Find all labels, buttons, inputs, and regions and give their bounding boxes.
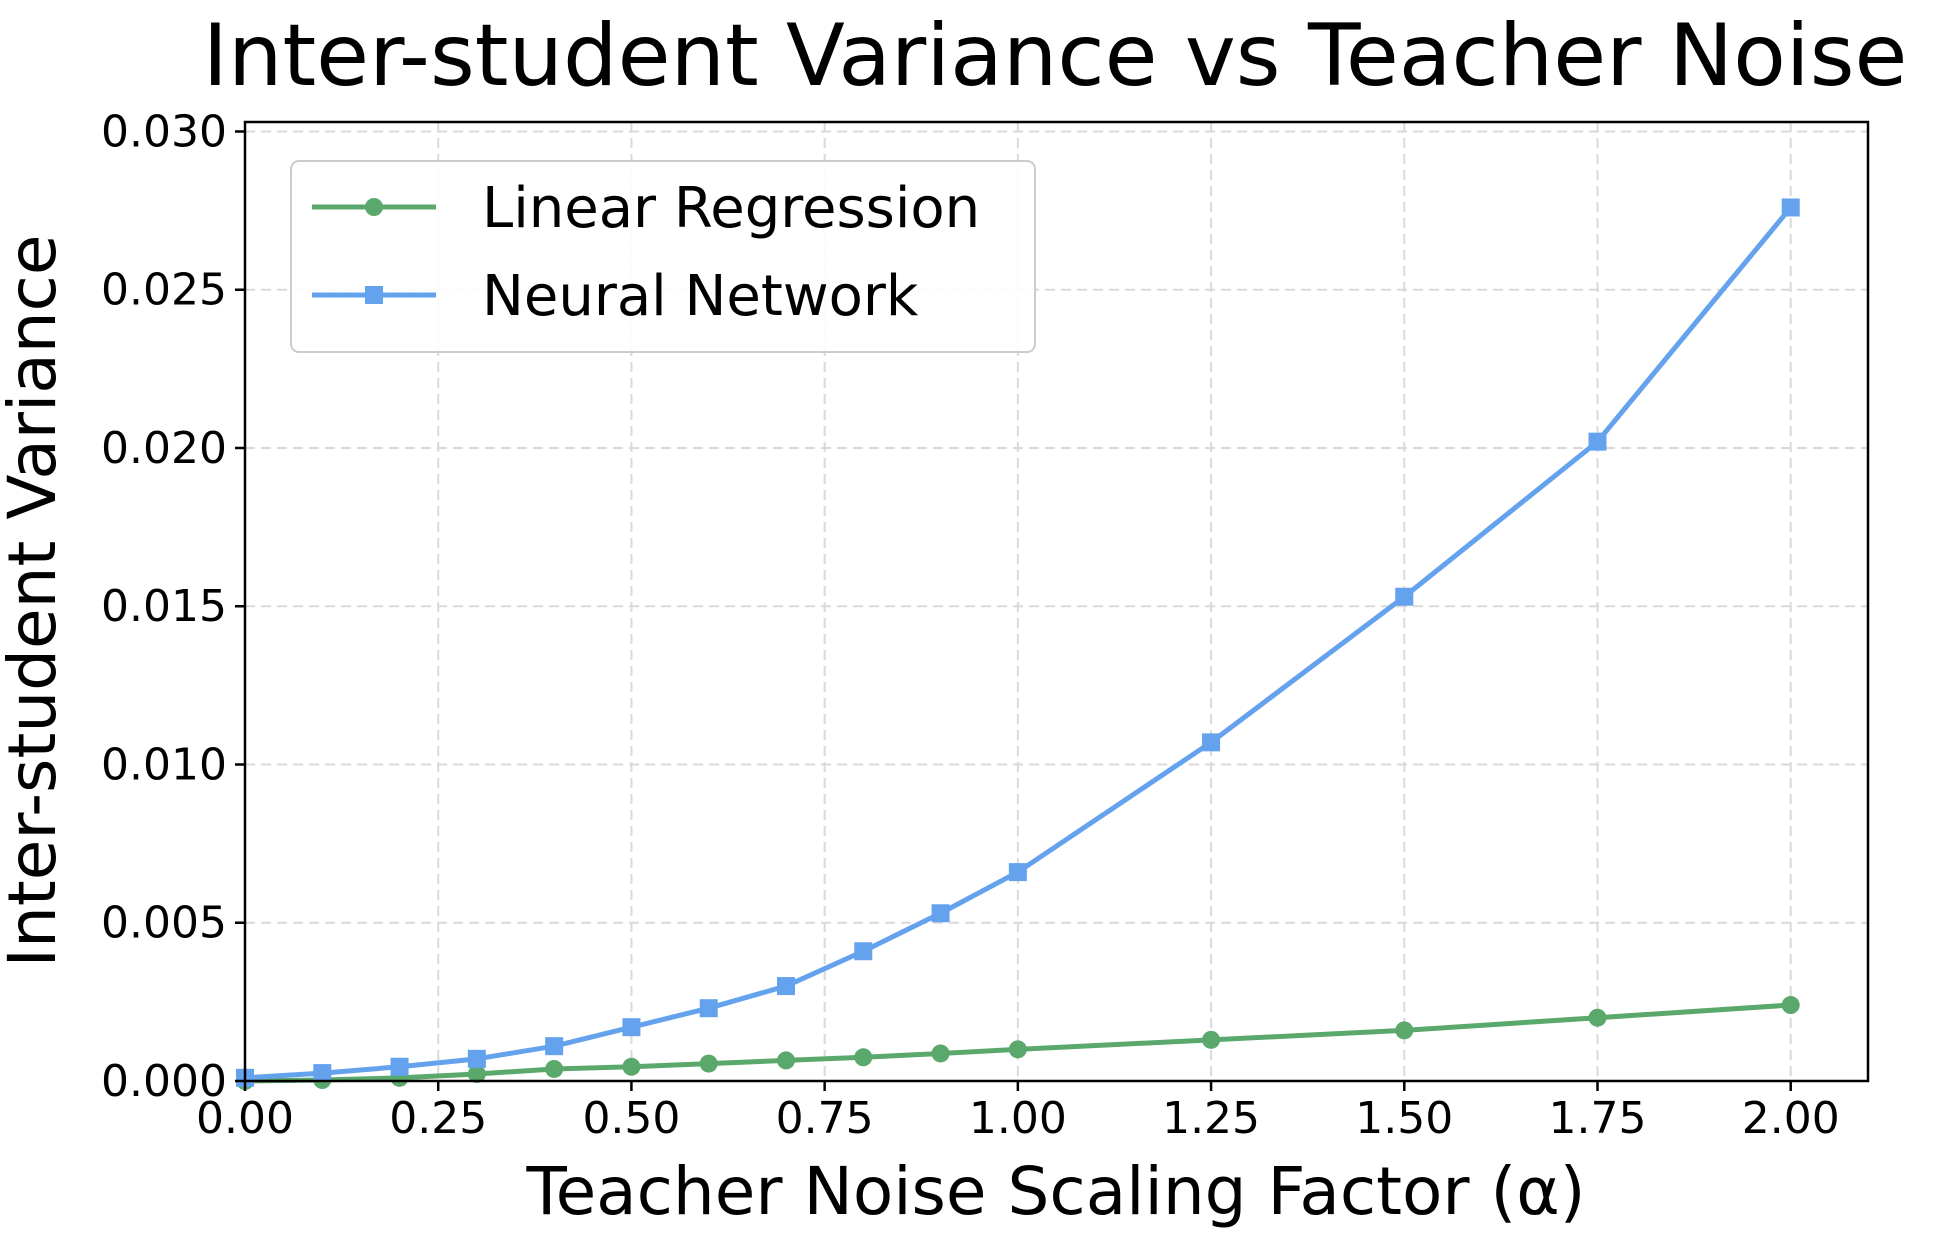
x-tick-label: 1.00 [969,1093,1067,1144]
neural-network-point [777,977,795,996]
neural-network-point [699,999,718,1018]
linear-regression-point [1781,996,1800,1015]
linear-regression-legend-label: Linear Regression [482,176,980,241]
y-tick-label: 0.030 [101,106,227,157]
neural-network-point [313,1064,332,1083]
neural-network-legend-marker [365,286,383,304]
linear-regression-point [931,1044,950,1063]
y-tick-label: 0.005 [101,898,227,949]
x-tick-label: 2.00 [1742,1093,1840,1144]
axis-ticks: 0.00 0.25 0.50 0.75 1.00 1.25 1.50 1.75 2.00 0.00… [101,106,1840,1144]
linear-regression-point [854,1048,873,1067]
x-tick-label: 0.75 [776,1093,874,1144]
y-axis-label: Inter-student Variance [0,235,71,968]
x-tick-label: 1.25 [1162,1093,1260,1144]
chart-title: Inter-student Variance vs Teacher Noise [203,6,1908,106]
neural-network-point [1395,587,1414,606]
linear-regression-point [777,1051,795,1070]
linear-regression-point [545,1059,564,1078]
neural-network-point [1008,863,1027,882]
neural-network-point [467,1049,486,1068]
y-tick-label: 0.020 [101,423,227,474]
neural-network-legend-label: Neural Network [482,264,919,329]
linear-regression-point [1008,1040,1027,1059]
legend: Linear Regression Neural Network [290,160,1036,353]
plot-frame [243,120,1870,1083]
x-tick-label: 0.25 [389,1093,487,1144]
neural-network-point [931,904,950,923]
linear-regression-point [467,1065,486,1084]
neural-network-point [1202,733,1221,752]
neural-network-point [545,1037,564,1056]
x-tick-label: 1.50 [1355,1093,1453,1144]
y-tick-label: 0.000 [101,1056,227,1107]
neural-network-point [1781,198,1800,217]
neural-network-point [390,1057,409,1076]
neural-network-series [236,198,1800,1087]
neural-network-point [622,1018,641,1037]
linear-regression-point [699,1054,718,1073]
y-tick-label: 0.025 [101,265,227,316]
series-layer [236,198,1800,1090]
x-tick-label: 0.00 [196,1093,294,1144]
x-axis-label: Teacher Noise Scaling Factor (α) [525,1153,1585,1230]
linear-regression-point [1588,1008,1607,1027]
neural-network-point [854,942,873,961]
x-tick-label: 0.50 [582,1093,680,1144]
legend-box [290,160,1036,353]
linear-regression-legend-marker [365,198,383,216]
neural-network-point [1588,432,1607,451]
linear-regression-point [622,1057,641,1076]
y-tick-label: 0.015 [101,581,227,632]
x-tick-label: 1.75 [1549,1093,1647,1144]
y-tick-label: 0.010 [101,739,227,790]
linear-regression-point [1202,1030,1221,1049]
linear-regression-point [1395,1021,1414,1040]
